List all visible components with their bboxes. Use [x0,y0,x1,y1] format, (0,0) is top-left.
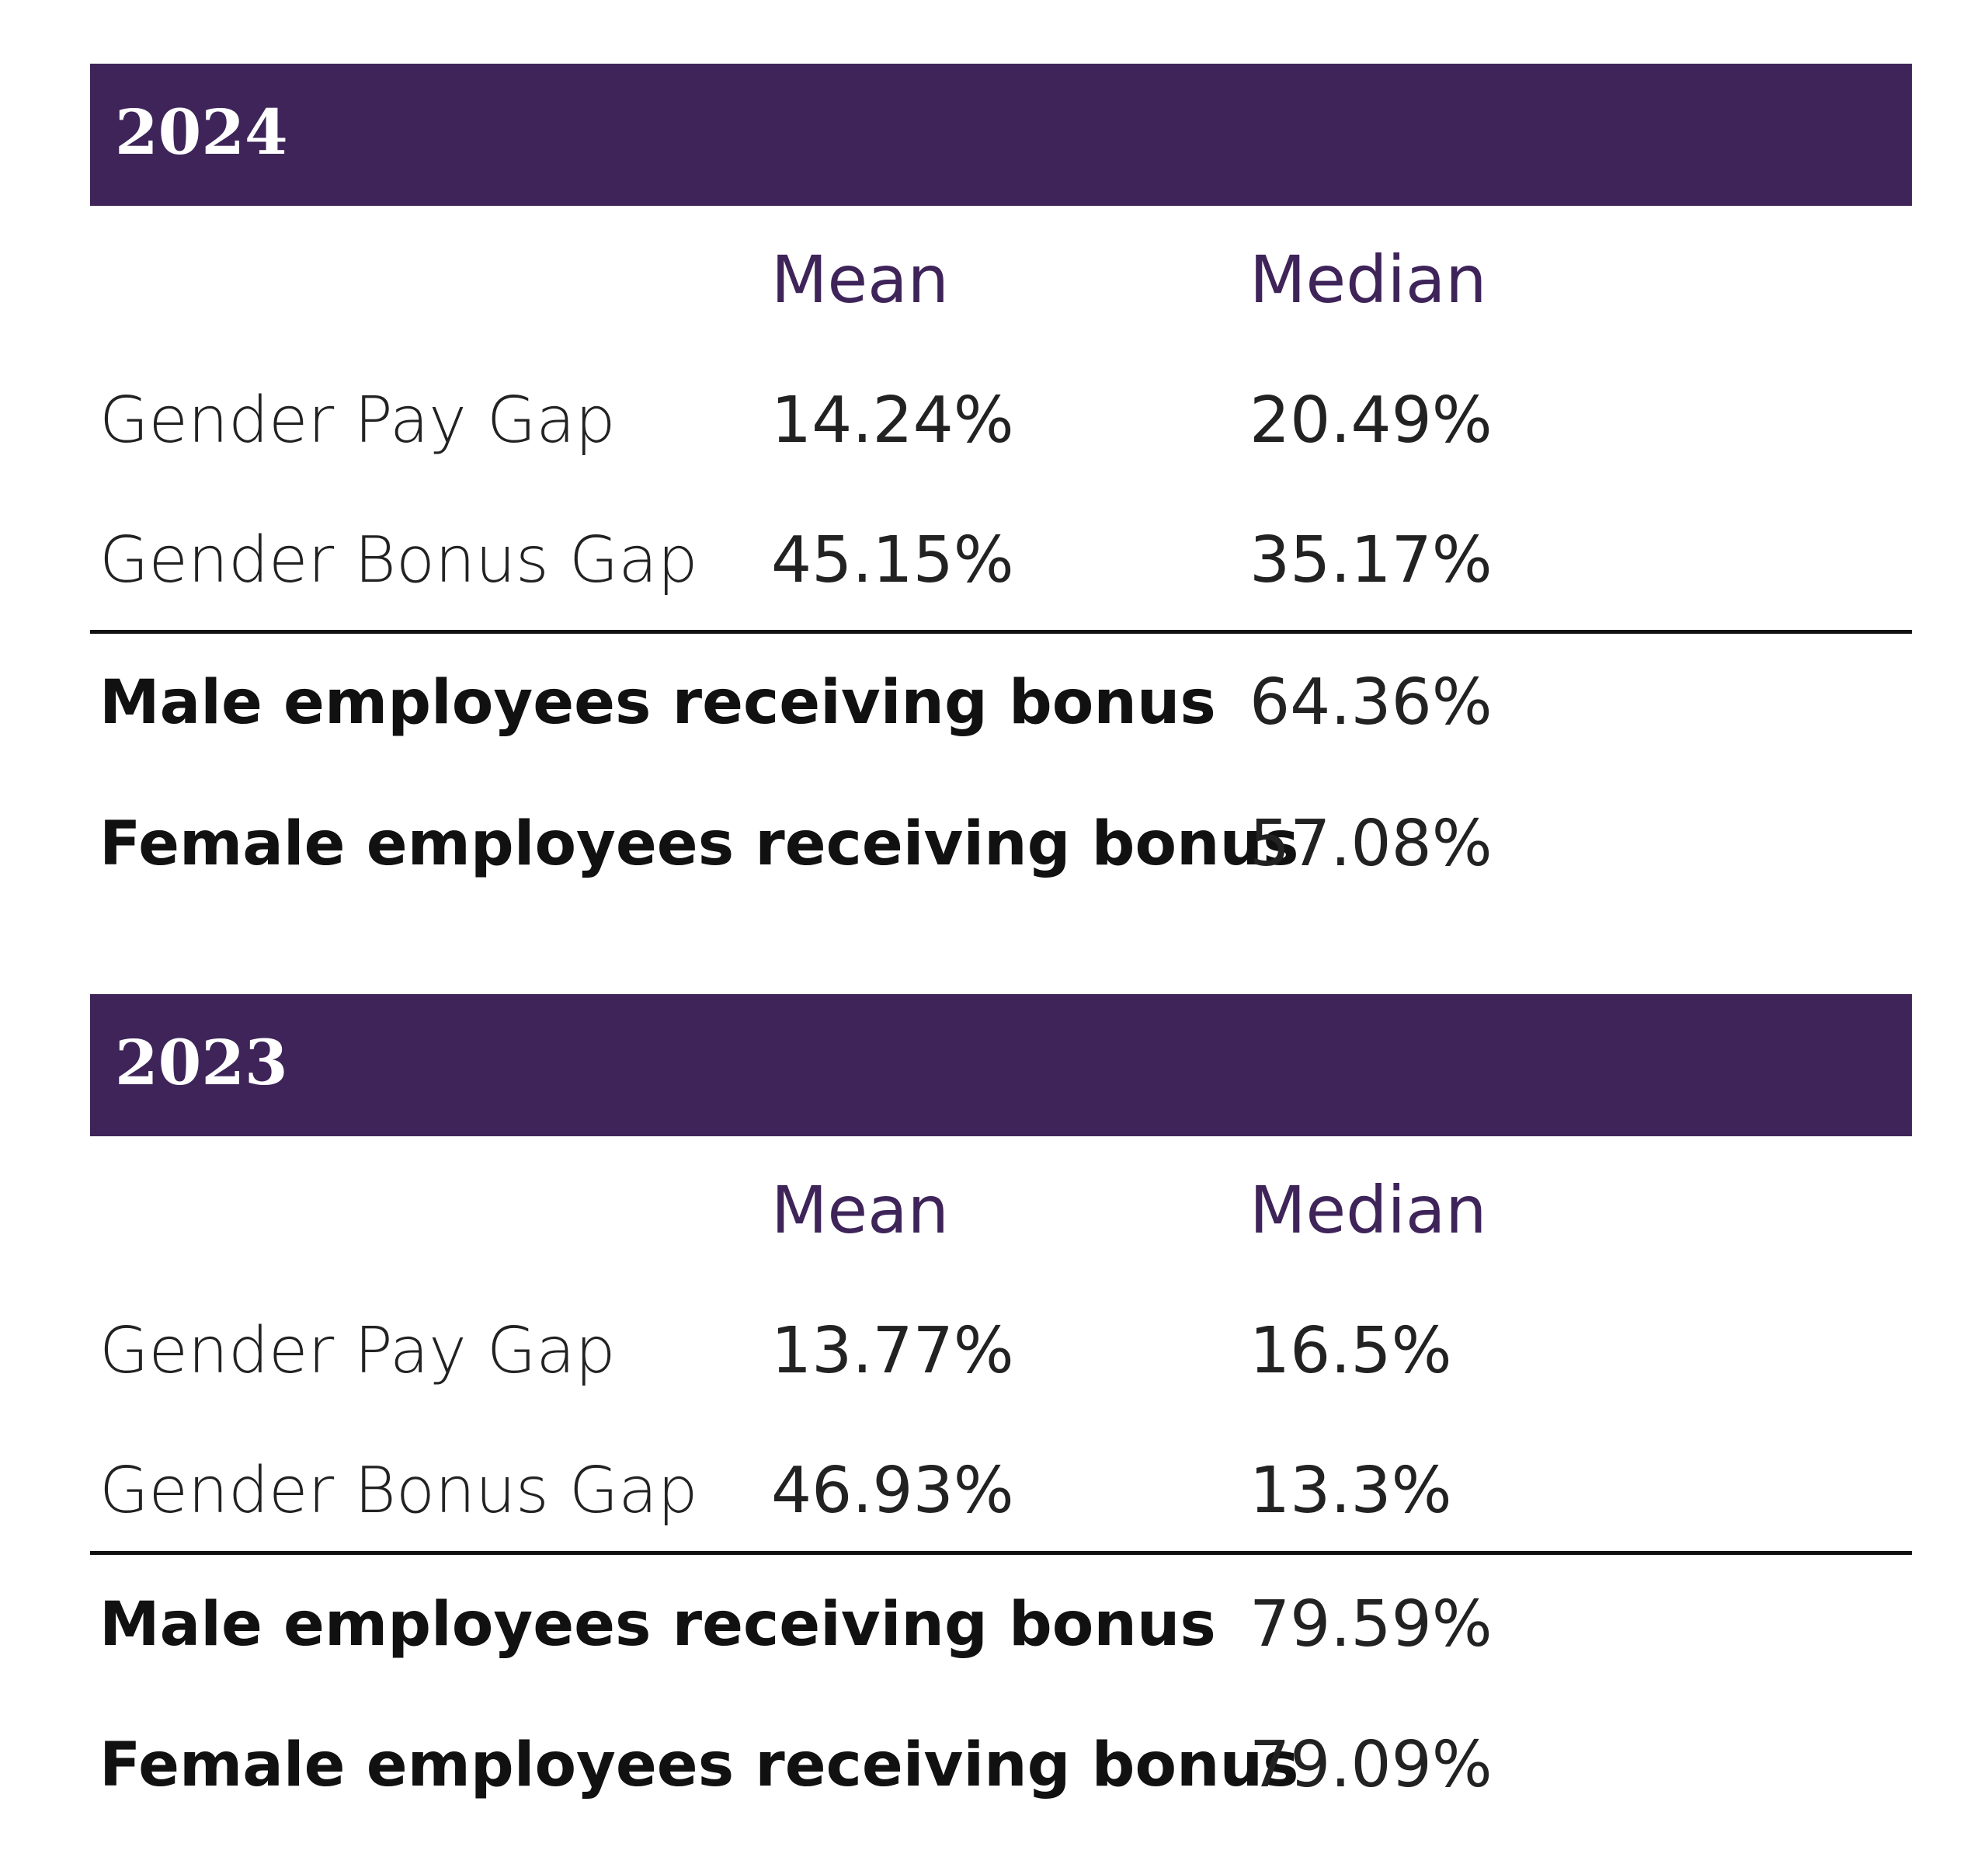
cell-value: 57.08% [1249,807,1493,881]
cell-median: 20.49% [1249,384,1493,457]
cell-median: 16.5% [1249,1314,1452,1388]
divider [90,1551,1912,1555]
cell-mean: 13.77% [771,1314,1014,1388]
column-header-median: Median [1249,242,1487,318]
cell-median: 13.3% [1249,1454,1452,1528]
cell-mean: 14.24% [771,384,1014,457]
row-label-male-bonus: Male employees receiving bonus [99,668,1216,738]
row-label-gender-pay-gap: Gender Pay Gap [99,384,616,457]
row-label-gender-pay-gap: Gender Pay Gap [99,1314,616,1388]
row-label-female-bonus: Female employees receiving bonus [99,1730,1299,1800]
row-label-gender-bonus-gap: Gender Bonus Gap [99,523,698,597]
row-label-gender-bonus-gap: Gender Bonus Gap [99,1454,698,1528]
column-header-mean: Mean [771,242,949,318]
row-label-female-bonus: Female employees receiving bonus [99,809,1299,879]
cell-value: 64.36% [1249,666,1493,739]
year-title: 2024 [115,96,288,169]
section-2023: 2023 Mean Median Gender Pay Gap 13.77% 1… [90,994,1912,1833]
year-header-bar: 2024 [90,64,1912,206]
year-title: 2023 [115,1026,288,1099]
row-label-male-bonus: Male employees receiving bonus [99,1590,1216,1660]
section-2024: 2024 Mean Median Gender Pay Gap 14.24% 2… [90,64,1912,902]
year-header-bar: 2023 [90,994,1912,1136]
cell-value: 79.59% [1249,1588,1493,1661]
column-header-median: Median [1249,1172,1487,1248]
cell-mean: 46.93% [771,1454,1014,1528]
cell-value: 79.09% [1249,1728,1493,1802]
cell-median: 35.17% [1249,523,1493,597]
cell-mean: 45.15% [771,523,1014,597]
column-header-mean: Mean [771,1172,949,1248]
divider [90,630,1912,634]
